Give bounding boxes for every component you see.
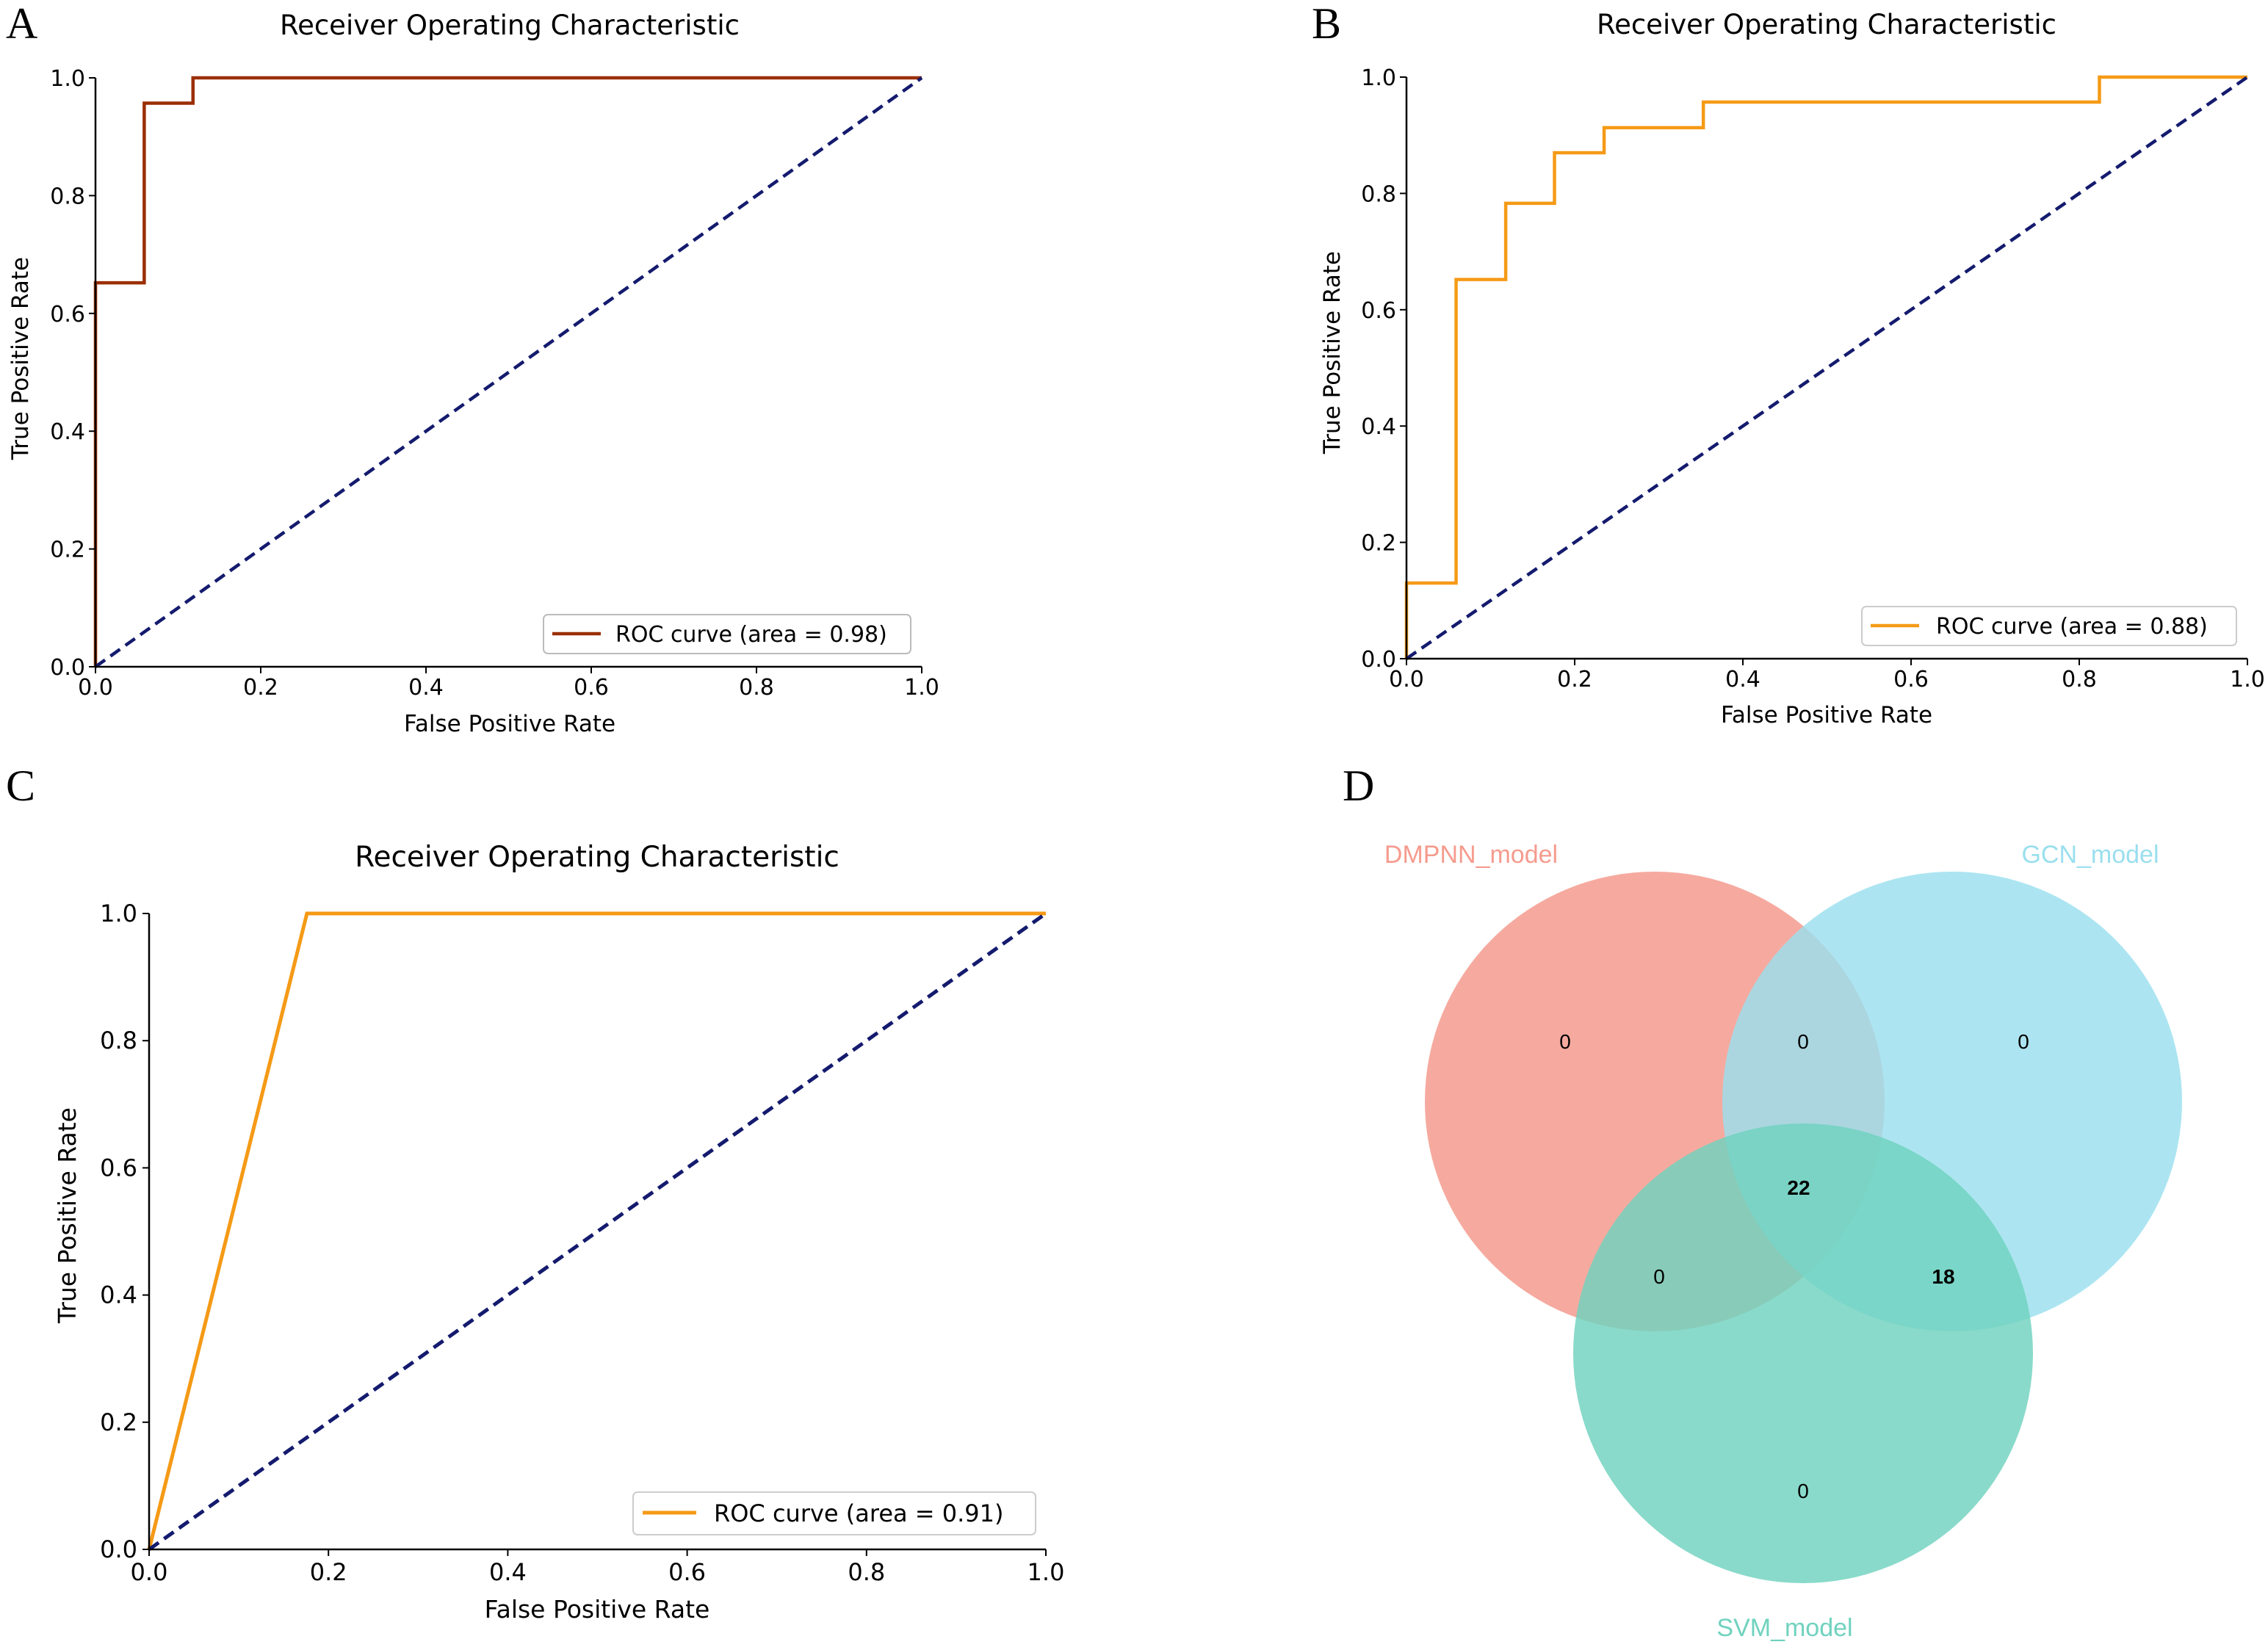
x-tick-label: 0.8: [848, 1558, 885, 1586]
roc-curve-line: [1404, 75, 2247, 659]
venn-circle-svm: [1573, 1123, 2033, 1583]
venn-count-all: 22: [1787, 1176, 1810, 1199]
x-tick-label: 0.0: [1389, 667, 1424, 692]
legend-label-a: ROC curve (area = 0.98): [615, 622, 887, 648]
y-tick-label: 0.8: [100, 1027, 137, 1054]
legend-box-c: [632, 1491, 1036, 1535]
x-tick-label: 0.4: [1725, 667, 1760, 692]
y-ticks-a: 0.0 0.2 0.4 0.6 0.8 1.0: [50, 66, 95, 681]
panel-letter-d: D: [1343, 761, 1374, 810]
x-axis-label-b: False Positive Rate: [1721, 702, 1932, 728]
y-tick-label: 0.2: [1361, 531, 1396, 557]
venn-label-svm: SVM_model: [1716, 1614, 1852, 1642]
y-tick-label: 0.2: [50, 538, 85, 563]
x-tick-label: 1.0: [1028, 1558, 1065, 1586]
roc-curve-line: [147, 911, 1046, 1550]
legend-label-c: ROC curve (area = 0.91): [714, 1499, 1004, 1527]
x-tick-label: 0.8: [2062, 667, 2097, 692]
y-tick-label: 0.4: [50, 419, 85, 445]
y-axis-label-b: True Positive Rate: [1319, 251, 1346, 455]
legend-c: ROC curve (area = 0.91): [632, 1491, 1036, 1535]
x-tick-label: 0.2: [1557, 667, 1592, 692]
x-tick-label: 0.6: [1893, 667, 1929, 692]
legend-label-b: ROC curve (area = 0.88): [1936, 614, 2208, 640]
chance-diagonal-line: [1405, 76, 2249, 660]
x-tick-label: 0.2: [310, 1558, 347, 1586]
chart-title-c: Receiver Operating Characteristic: [355, 841, 839, 874]
venn-count-svm-only: 0: [1797, 1480, 1809, 1502]
panel-d: D DMPNN_model GCN_model SVM_model 0 0 0 …: [1343, 761, 2182, 1642]
x-tick-label: 0.4: [489, 1558, 527, 1586]
y-tick-label: 1.0: [100, 900, 137, 927]
y-tick-label: 0.6: [50, 302, 85, 328]
x-tick-label: 0.6: [574, 675, 609, 701]
venn-count-dmpnn-only: 0: [1559, 1030, 1571, 1053]
panel-a: A Receiver Operating Characteristic 0.0 0…: [6, 0, 939, 737]
x-tick-label: 0.4: [408, 675, 444, 701]
legend-b: ROC curve (area = 0.88): [1861, 606, 2237, 646]
y-axis-label-c: True Positive Rate: [53, 1107, 82, 1324]
y-tick-label: 1.0: [50, 66, 85, 92]
panel-letter-b: B: [1312, 0, 1341, 48]
panel-c: C Receiver Operating Characteristic 0.0 0…: [6, 761, 1064, 1624]
y-tick-label: 0.8: [1361, 181, 1396, 207]
chance-diagonal-line: [94, 76, 923, 668]
legend-a: ROC curve (area = 0.98): [543, 614, 911, 654]
y-tick-label: 0.6: [100, 1154, 137, 1182]
chart-title-b: Receiver Operating Characteristic: [1597, 9, 2056, 40]
y-tick-label: 1.0: [1361, 65, 1396, 91]
y-ticks-c: 0.0 0.2 0.4 0.6 0.8 1.0: [100, 900, 149, 1563]
x-ticks-b: 0.0 0.2 0.4 0.6 0.8 1.0: [1389, 659, 2265, 692]
venn-label-dmpnn: DMPNN_model: [1384, 841, 1558, 869]
plot-area-b: [1404, 75, 2249, 660]
panel-letter-c: C: [6, 761, 35, 810]
y-axis-label-a: True Positive Rate: [7, 257, 34, 460]
venn-count-dmpnn-svm: 0: [1653, 1265, 1665, 1288]
venn-count-gcn-only: 0: [2018, 1030, 2029, 1053]
panel-b: B Receiver Operating Characteristic 0.0 0…: [1312, 0, 2265, 728]
y-tick-label: 0.4: [100, 1281, 137, 1309]
y-tick-label: 0.6: [1361, 298, 1396, 324]
x-ticks-a: 0.0 0.2 0.4 0.6 0.8 1.0: [78, 667, 939, 701]
x-ticks-c: 0.0 0.2 0.4 0.6 0.8 1.0: [131, 1549, 1065, 1586]
chart-title-a: Receiver Operating Characteristic: [280, 10, 740, 41]
venn-label-gcn: GCN_model: [2021, 841, 2159, 869]
venn-count-dmpnn-gcn: 0: [1797, 1030, 1809, 1053]
y-tick-label: 0.2: [100, 1408, 137, 1436]
y-tick-label: 0.4: [1361, 414, 1396, 440]
x-tick-label: 0.2: [243, 675, 278, 701]
y-tick-label: 0.0: [1361, 647, 1396, 673]
plot-area-c: [147, 911, 1047, 1552]
y-tick-label: 0.8: [50, 184, 85, 209]
x-tick-label: 0.0: [131, 1558, 168, 1586]
panel-letter-a: A: [6, 0, 37, 48]
legend-box-a: [543, 614, 911, 654]
x-axis-label-c: False Positive Rate: [485, 1595, 710, 1624]
x-tick-label: 1.0: [904, 675, 939, 701]
x-axis-label-a: False Positive Rate: [404, 711, 615, 737]
plot-area-a: [93, 76, 923, 668]
venn-count-gcn-svm: 18: [1932, 1265, 1954, 1288]
x-tick-label: 0.6: [668, 1558, 706, 1586]
y-tick-label: 0.0: [50, 655, 85, 681]
x-tick-label: 0.0: [78, 675, 113, 701]
x-tick-label: 1.0: [2230, 667, 2265, 692]
legend-box-b: [1861, 606, 2237, 646]
x-tick-label: 0.8: [739, 675, 774, 701]
y-tick-label: 0.0: [100, 1535, 137, 1563]
y-ticks-b: 0.0 0.2 0.4 0.6 0.8 1.0: [1361, 65, 1406, 673]
